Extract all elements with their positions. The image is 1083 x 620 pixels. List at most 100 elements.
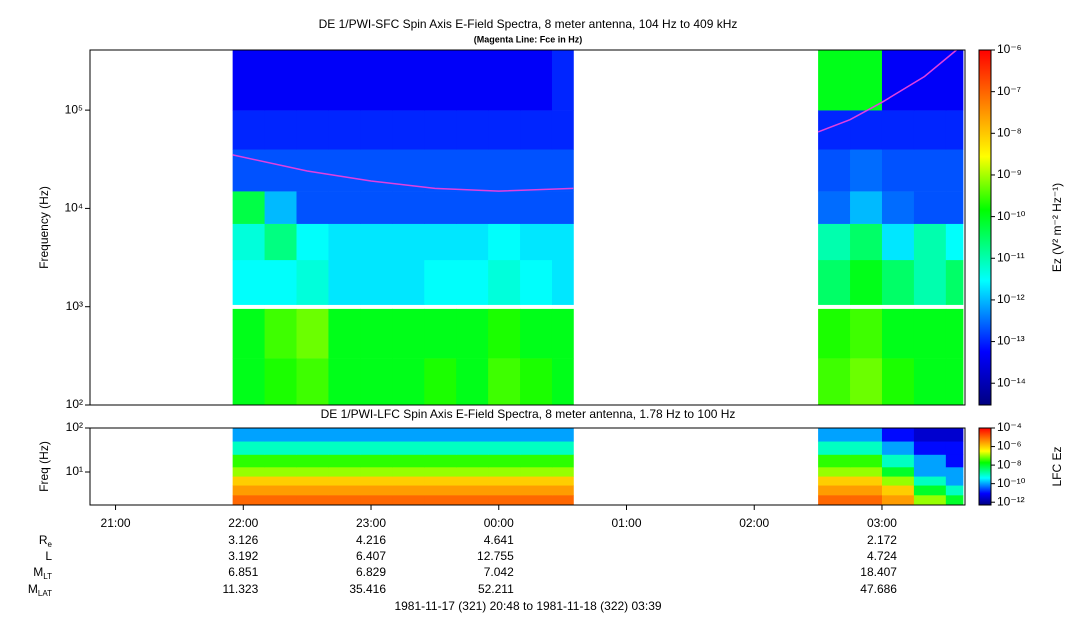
heatmap-cell [456, 110, 489, 150]
ephemeris-value: 6.851 [228, 565, 258, 579]
colorbar-tick-label: 10⁻¹⁴ [997, 375, 1026, 389]
heatmap-cell [232, 223, 266, 261]
heatmap-cell [850, 358, 883, 406]
heatmap-cell [328, 428, 361, 442]
heatmap-cell [264, 110, 298, 150]
heatmap-cell [392, 485, 425, 496]
heatmap-cell [520, 259, 553, 305]
heatmap-cell [881, 110, 915, 150]
heatmap-cell [913, 441, 947, 455]
heatmap-cell [488, 50, 521, 111]
heatmap-cell [456, 149, 489, 192]
heatmap-cell [818, 308, 851, 359]
heatmap-cell [360, 149, 393, 192]
heatmap-cell [881, 466, 915, 477]
heatmap-cell [424, 358, 457, 406]
heatmap-cell [296, 495, 329, 506]
ephemeris-label: MLAT [28, 582, 52, 598]
heatmap-cell [881, 441, 915, 455]
heatmap-cell [392, 358, 425, 406]
colorbar-tick-label: 10⁻¹³ [997, 334, 1025, 348]
heatmap-cell [296, 428, 329, 442]
heatmap-cell [881, 495, 915, 506]
colorbar-tick-label: 10⁻¹¹ [997, 250, 1025, 264]
heatmap-cell [392, 308, 425, 359]
ephemeris-value: 6.829 [356, 565, 386, 579]
ephemeris-value: 52.211 [478, 582, 514, 596]
heatmap-cell [392, 191, 425, 224]
heatmap-cell [424, 495, 457, 506]
heatmap-cell [850, 441, 883, 455]
heatmap-cell [296, 259, 329, 305]
heatmap-cell [296, 308, 329, 359]
heatmap-cell [520, 110, 553, 150]
heatmap-cell [488, 495, 521, 506]
ephemeris-value: 7.042 [484, 565, 514, 579]
heatmap-cell [456, 191, 489, 224]
heatmap-cell [232, 495, 266, 506]
heatmap-cell [945, 223, 964, 261]
heatmap-cell [850, 476, 883, 486]
heatmap-cell [913, 110, 947, 150]
heatmap-cell [881, 485, 915, 496]
heatmap-cell [360, 50, 393, 111]
heatmap-cell [360, 476, 393, 486]
heatmap-cell [360, 223, 393, 261]
ephemeris-value: 2.172 [867, 533, 897, 547]
heatmap-cell [881, 191, 915, 224]
heatmap-cell [264, 149, 298, 192]
colorbar-tick-label: 10⁻⁶ [997, 439, 1022, 453]
heatmap-cell [881, 454, 915, 468]
heatmap-cell [488, 476, 521, 486]
heatmap-cell [520, 149, 553, 192]
heatmap-cell [913, 308, 947, 359]
ephemeris-label: L [45, 549, 52, 563]
plot-frame [89, 49, 966, 406]
heatmap-cell [520, 358, 553, 406]
heatmap-cell [520, 428, 553, 442]
heatmap-cell [296, 454, 329, 468]
ephemeris-label-main: L [45, 549, 52, 563]
heatmap-cell [328, 485, 361, 496]
heatmap-cell [392, 476, 425, 486]
colorbar-tick-label: 10⁻⁶ [997, 42, 1022, 56]
heatmap-cell [360, 191, 393, 224]
heatmap-cell [850, 149, 883, 192]
ephemeris-value: 18.407 [860, 565, 897, 579]
heatmap-cell [818, 454, 851, 468]
heatmap-cell [520, 466, 553, 477]
heatmap-cell [232, 308, 266, 359]
heatmap-cell [232, 476, 266, 486]
y-tick-label: 10⁴ [64, 201, 83, 215]
heatmap-cell [328, 110, 361, 150]
heatmap-cell [360, 358, 393, 406]
heatmap-cell [296, 485, 329, 496]
heatmap-cell [424, 223, 457, 261]
ephemeris-value: 35.416 [349, 582, 386, 596]
heatmap-cell [818, 50, 851, 111]
heatmap-cell [488, 454, 521, 468]
heatmap-cell [328, 476, 361, 486]
heatmap-cell [551, 466, 574, 477]
heatmap-cell [913, 485, 947, 496]
x-tick-label: 22:00 [228, 516, 258, 530]
heatmap-cell [328, 223, 361, 261]
heatmap-cell [296, 358, 329, 406]
heatmap-cell [456, 441, 489, 455]
heatmap-cell [881, 223, 915, 261]
heatmap-cell [296, 441, 329, 455]
colorbar-label: Ez (V² m⁻² Hz⁻¹) [1050, 183, 1064, 272]
ephemeris-value: 47.686 [860, 582, 897, 596]
colorbar-label: LFC Ez [1050, 446, 1064, 486]
heatmap-cell [913, 428, 947, 442]
colorbar-tick-label: 10⁻⁷ [997, 84, 1021, 98]
heatmap-cell [881, 50, 915, 111]
heatmap-cell [232, 259, 266, 305]
heatmap-cell [488, 259, 521, 305]
heatmap-cell [328, 466, 361, 477]
heatmap-cell [520, 191, 553, 224]
heatmap-cell [360, 110, 393, 150]
heatmap-cell [360, 454, 393, 468]
heatmap-cell [945, 149, 964, 192]
x-tick-label: 00:00 [484, 516, 514, 530]
